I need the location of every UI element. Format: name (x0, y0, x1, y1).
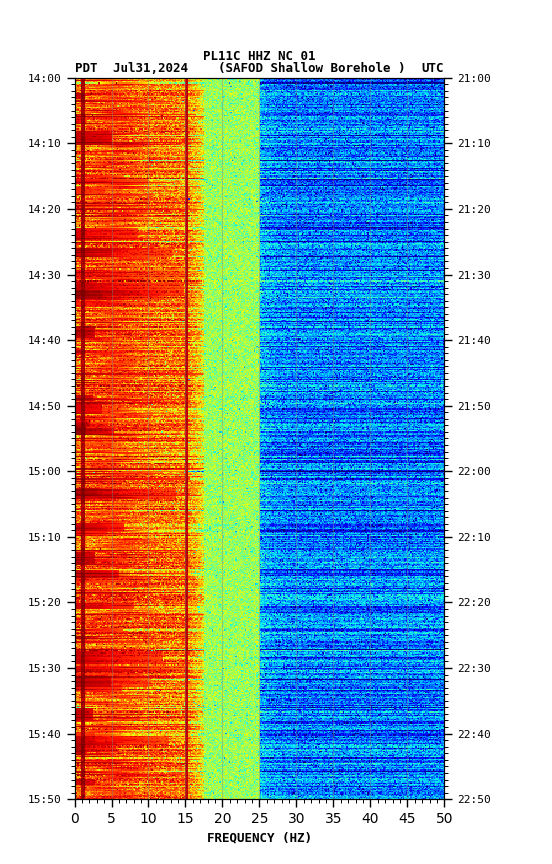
Text: UTC: UTC (422, 62, 444, 75)
X-axis label: FREQUENCY (HZ): FREQUENCY (HZ) (207, 832, 312, 845)
Text: Jul31,2024    (SAFOD Shallow Borehole ): Jul31,2024 (SAFOD Shallow Borehole ) (113, 62, 406, 75)
Text: PL11C HHZ NC 01: PL11C HHZ NC 01 (203, 49, 316, 63)
Text: PDT: PDT (75, 62, 97, 75)
